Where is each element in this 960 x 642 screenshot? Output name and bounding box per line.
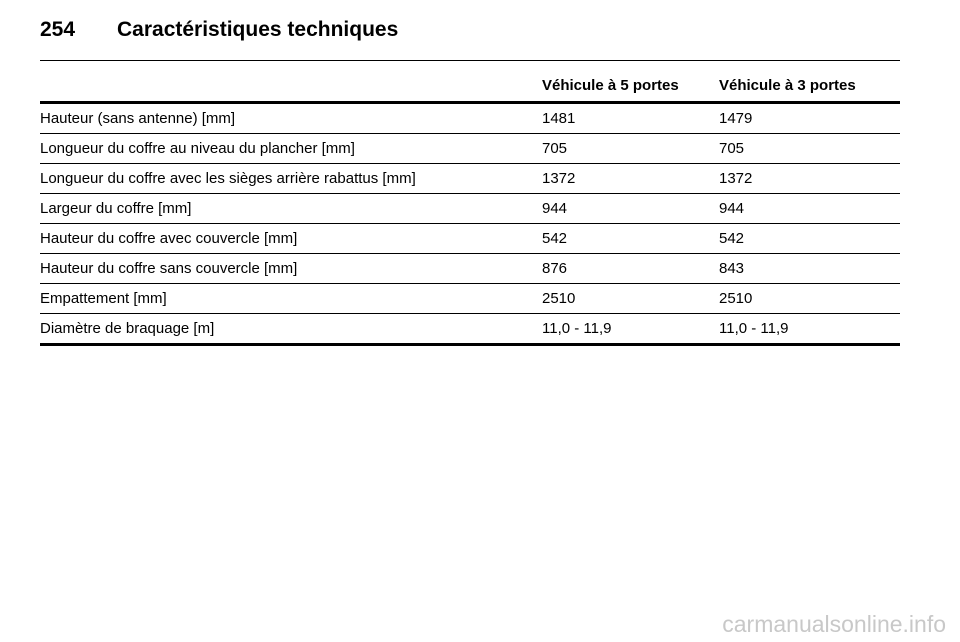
column-header-5-door: Véhicule à 5 portes [542,77,719,104]
value-3-door: 1479 [719,102,900,134]
table-header-row: Véhicule à 5 portes Véhicule à 3 portes [40,77,900,104]
table-row: Longueur du coffre avec les sièges arriè… [40,163,900,194]
row-label: Empattement [mm] [40,283,542,314]
row-label: Diamètre de braquage [m] [40,313,542,346]
table-row: Hauteur du coffre avec couvercle [mm] 54… [40,223,900,254]
value-5-door: 876 [542,253,719,284]
page-number: 254 [40,18,76,41]
page-title: Caractéristiques techniques [117,18,399,41]
value-5-door: 11,0 - 11,9 [542,313,719,346]
value-3-door: 2510 [719,283,900,314]
value-5-door: 1481 [542,102,719,134]
table-row: Empattement [mm] 2510 2510 [40,283,900,314]
value-3-door: 11,0 - 11,9 [719,313,900,346]
value-5-door: 542 [542,223,719,254]
value-5-door: 705 [542,133,719,164]
watermark: carmanualsonline.info [722,611,946,637]
column-header-3-door: Véhicule à 3 portes [719,77,900,104]
page-header: 254 Caractéristiques techniques [40,18,398,42]
row-label: Hauteur du coffre sans couvercle [mm] [40,253,542,284]
table-row: Longueur du coffre au niveau du plancher… [40,133,900,164]
value-5-door: 2510 [542,283,719,314]
row-label: Longueur du coffre avec les sièges arriè… [40,163,542,194]
column-header-label [40,77,542,104]
table-row: Largeur du coffre [mm] 944 944 [40,193,900,224]
header-divider [40,60,900,61]
table-row: Hauteur (sans antenne) [mm] 1481 1479 [40,102,900,134]
value-3-door: 944 [719,193,900,224]
table-row: Diamètre de braquage [m] 11,0 - 11,9 11,… [40,313,900,346]
value-5-door: 1372 [542,163,719,194]
value-3-door: 542 [719,223,900,254]
value-3-door: 843 [719,253,900,284]
table-row: Hauteur du coffre sans couvercle [mm] 87… [40,253,900,284]
spec-table: Véhicule à 5 portes Véhicule à 3 portes … [40,77,900,346]
value-3-door: 705 [719,133,900,164]
value-5-door: 944 [542,193,719,224]
row-label: Longueur du coffre au niveau du plancher… [40,133,542,164]
row-label: Largeur du coffre [mm] [40,193,542,224]
value-3-door: 1372 [719,163,900,194]
row-label: Hauteur du coffre avec couvercle [mm] [40,223,542,254]
row-label: Hauteur (sans antenne) [mm] [40,102,542,134]
